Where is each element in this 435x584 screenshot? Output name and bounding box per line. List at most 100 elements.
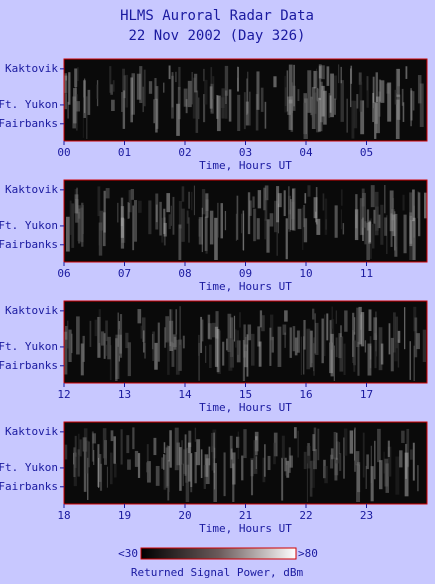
radar-echo: [258, 341, 262, 367]
radar-echo: [110, 430, 114, 442]
radar-echo: [419, 83, 424, 127]
radar-echo: [98, 222, 100, 246]
radar-echo: [145, 462, 149, 473]
radar-echo: [417, 465, 419, 492]
radar-echo: [177, 86, 181, 120]
radar-echo: [353, 100, 358, 129]
radar-echo: [368, 221, 372, 244]
radar-echo: [277, 326, 282, 367]
radar-echo: [267, 455, 271, 471]
radar-echo: [289, 327, 292, 358]
radar-echo: [330, 454, 334, 469]
radar-echo: [339, 336, 344, 372]
radar-echo: [339, 453, 342, 471]
radar-echo: [209, 344, 212, 368]
radar-echo: [378, 460, 383, 490]
y-tick-label: Fairbanks: [0, 359, 58, 372]
radar-echo: [246, 78, 248, 115]
radar-echo: [285, 218, 288, 260]
radar-echo: [243, 92, 246, 130]
radar-echo: [164, 327, 167, 348]
radar-echo: [225, 90, 227, 105]
radar-echo: [250, 459, 254, 496]
radar-echo: [224, 65, 229, 96]
radar-echo: [340, 189, 343, 206]
radar-echo: [168, 214, 172, 230]
radar-echo: [78, 433, 80, 455]
radar-echo: [243, 324, 246, 358]
x-tick-label: 20: [178, 509, 191, 522]
radar-echo: [169, 309, 172, 347]
radar-echo: [68, 72, 71, 105]
radar-echo: [370, 466, 374, 502]
radar-echo: [340, 209, 342, 230]
radar-echo: [340, 80, 344, 122]
radar-echo: [210, 432, 215, 453]
radar-echo: [313, 197, 318, 219]
radar-echo: [224, 90, 228, 119]
radar-echo: [284, 332, 286, 348]
radar-echo: [178, 201, 183, 229]
radar-echo: [168, 465, 170, 493]
radar-echo: [236, 330, 240, 355]
radar-echo: [261, 315, 265, 332]
radar-echo: [179, 447, 182, 491]
x-tick-label: 09: [239, 267, 252, 280]
radar-echo: [318, 97, 321, 132]
radar-echo: [217, 202, 219, 238]
radar-echo: [249, 200, 252, 216]
radar-echo: [109, 452, 113, 485]
radar-echo: [283, 190, 286, 217]
radar-echo: [171, 343, 175, 367]
radar-echo: [402, 194, 405, 211]
radar-echo: [213, 432, 216, 473]
radar-echo: [340, 325, 342, 338]
radar-echo: [87, 457, 89, 500]
radar-echo: [232, 463, 235, 502]
radar-echo: [410, 449, 413, 460]
radar-echo: [409, 192, 414, 220]
radar-echo: [374, 191, 379, 236]
radar-echo: [188, 430, 192, 447]
radar-echo: [263, 187, 266, 211]
radar-echo: [191, 72, 193, 105]
radar-echo: [342, 223, 345, 235]
radar-echo: [285, 465, 289, 476]
radar-echo: [330, 333, 334, 377]
radar-echo: [166, 445, 169, 487]
radar-echo: [376, 96, 380, 134]
radar-echo: [233, 315, 236, 342]
radar-echo: [104, 344, 108, 356]
radar-echo: [170, 205, 172, 226]
radar-echo: [352, 312, 355, 357]
x-tick-label: 05: [360, 146, 373, 159]
radar-echo: [205, 458, 210, 485]
radar-echo: [83, 450, 87, 492]
radar-echo: [99, 210, 104, 231]
radar-echo: [179, 306, 182, 345]
radar-echo: [194, 73, 198, 93]
radar-echo: [315, 322, 319, 355]
radar-echo: [178, 66, 181, 90]
radar-echo: [417, 75, 422, 104]
radar-echo: [269, 327, 272, 366]
radar-echo: [309, 460, 313, 497]
radar-echo: [236, 195, 239, 240]
radar-echo: [362, 217, 364, 242]
radar-echo: [167, 340, 170, 375]
colorbar-min-label: <30: [118, 547, 138, 560]
radar-echo: [185, 99, 188, 114]
radar-echo: [96, 84, 98, 99]
radar-echo: [77, 205, 82, 242]
radar-echo: [315, 68, 317, 101]
radar-echo: [369, 345, 372, 360]
radar-echo: [147, 461, 151, 483]
x-tick-label: 10: [299, 267, 312, 280]
radar-echo: [198, 342, 200, 381]
radar-echo: [181, 208, 185, 242]
radar-echo: [88, 441, 90, 468]
radar-echo: [89, 320, 92, 347]
radar-echo: [93, 449, 95, 465]
chart-title: HLMS Auroral Radar Data: [120, 8, 314, 24]
radar-echo: [181, 186, 185, 202]
